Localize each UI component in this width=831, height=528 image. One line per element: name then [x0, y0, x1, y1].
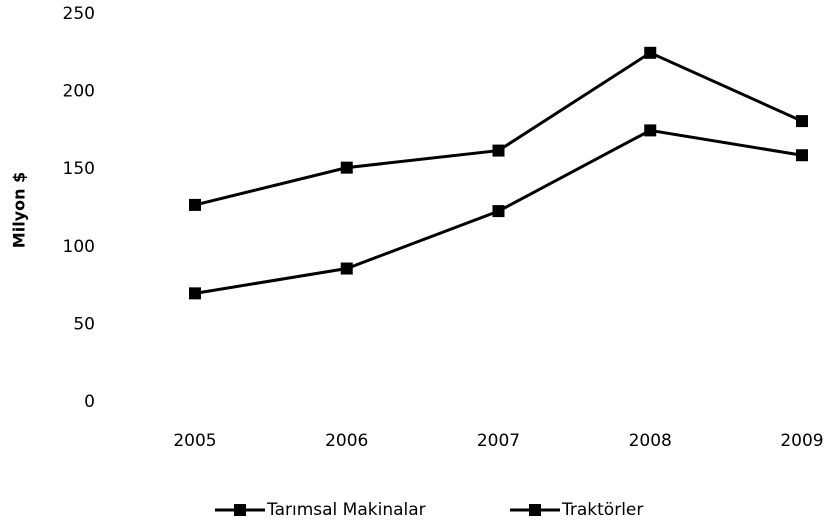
y-tick-label: 250: [63, 4, 95, 24]
x-tick-label: 2008: [629, 431, 672, 451]
legend-marker: [234, 504, 246, 516]
point-marker: [796, 115, 808, 128]
legend-label: Traktörler: [561, 500, 643, 520]
legend-marker: [529, 504, 541, 516]
y-tick-label: 200: [63, 82, 95, 102]
point-marker: [644, 124, 657, 137]
x-tick-label: 2007: [477, 431, 520, 451]
x-tick-label: 2005: [173, 431, 216, 451]
point-marker: [340, 161, 353, 174]
y-tick-label: 150: [63, 159, 95, 179]
y-tick-label: 100: [63, 237, 95, 257]
point-marker: [492, 205, 505, 218]
point-marker: [492, 144, 505, 157]
point-marker: [644, 46, 657, 59]
series-line: [194, 51, 803, 207]
point-marker: [189, 198, 201, 211]
point-marker: [340, 262, 353, 275]
point-marker: [189, 287, 201, 300]
x-tick-label: 2009: [780, 431, 823, 451]
y-axis-label: Milyon $: [10, 172, 29, 248]
y-tick-label: 50: [73, 314, 95, 334]
x-tick-label: 2006: [325, 431, 368, 451]
legend-label: Tarımsal Makinalar: [266, 500, 426, 520]
y-tick-label: 0: [84, 392, 95, 412]
point-marker: [796, 149, 808, 162]
